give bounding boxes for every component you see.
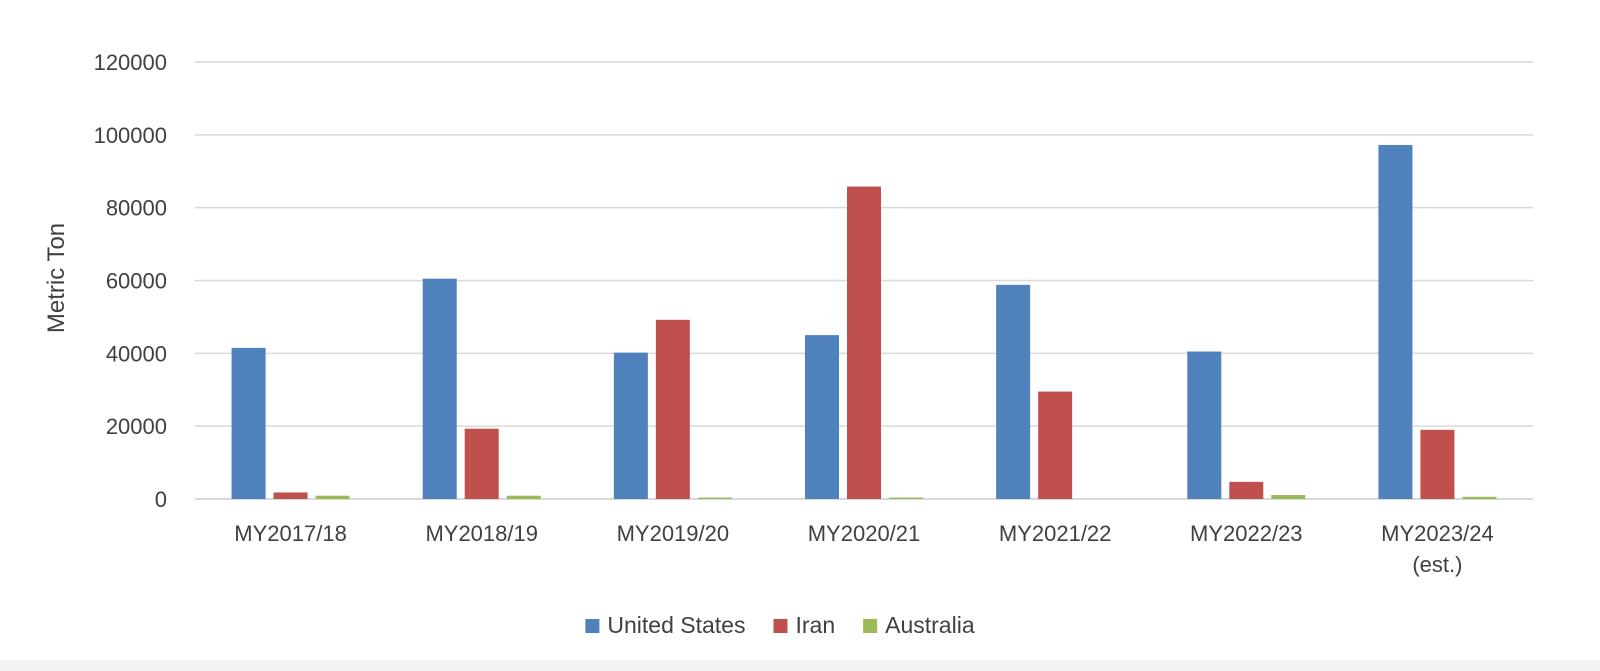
bar-iran xyxy=(273,492,308,499)
bar-united-states xyxy=(1378,145,1413,499)
bar-iran xyxy=(847,186,881,500)
bar-iran xyxy=(655,319,690,499)
legend: United States Iran Australia xyxy=(585,612,975,638)
x-tick-label: MY2023/24 xyxy=(1381,521,1494,546)
bar-australia xyxy=(506,495,541,499)
bar-australia xyxy=(1271,494,1306,499)
x-axis-ticks: MY2017/18 MY2018/19 MY2019/20 MY2020/21 MY20… xyxy=(234,521,1493,577)
y-tick-label: 0 xyxy=(155,487,167,512)
legend-label: United States xyxy=(607,612,745,638)
y-tick-label: 40000 xyxy=(106,341,167,366)
bar-australia xyxy=(315,495,350,499)
bar-iran xyxy=(1420,429,1455,499)
bar-iran xyxy=(464,428,499,499)
bars xyxy=(231,145,1497,500)
legend-swatch-iran xyxy=(773,619,788,633)
bar-iran xyxy=(1038,391,1073,499)
bar-united-states xyxy=(613,352,648,499)
bar-united-states xyxy=(996,284,1031,499)
y-tick-label: 20000 xyxy=(106,414,167,439)
y-tick-label: 100000 xyxy=(94,123,167,148)
bar-australia xyxy=(697,497,732,499)
x-tick-label: MY2018/19 xyxy=(425,521,538,546)
bar-united-states xyxy=(805,335,839,499)
x-tick-label: MY2017/18 xyxy=(234,521,347,546)
y-tick-label: 120000 xyxy=(94,50,167,75)
x-tick-label: MY2021/22 xyxy=(999,521,1112,546)
x-tick-label: (est.) xyxy=(1412,552,1462,577)
bottom-band xyxy=(0,660,1600,671)
x-tick-label: MY2022/23 xyxy=(1190,521,1303,546)
legend-swatch-united-states xyxy=(585,619,600,633)
legend-swatch-australia xyxy=(863,619,878,633)
bar-united-states xyxy=(231,347,266,499)
bar-australia xyxy=(1462,496,1497,499)
y-axis-title: Metric Ton xyxy=(43,223,70,333)
legend-label: Iran xyxy=(795,612,835,638)
y-tick-label: 60000 xyxy=(106,269,167,294)
bar-united-states xyxy=(422,278,457,499)
bar-iran xyxy=(1229,481,1264,499)
bar-australia xyxy=(889,497,923,499)
legend-label: Australia xyxy=(885,612,975,638)
y-tick-label: 80000 xyxy=(106,196,167,221)
bar-united-states xyxy=(1187,351,1222,499)
x-tick-label: MY2019/20 xyxy=(617,521,730,546)
y-axis-ticks: 0 20000 40000 60000 80000 100000 120000 xyxy=(94,50,167,512)
x-tick-label: MY2020/21 xyxy=(808,521,921,546)
